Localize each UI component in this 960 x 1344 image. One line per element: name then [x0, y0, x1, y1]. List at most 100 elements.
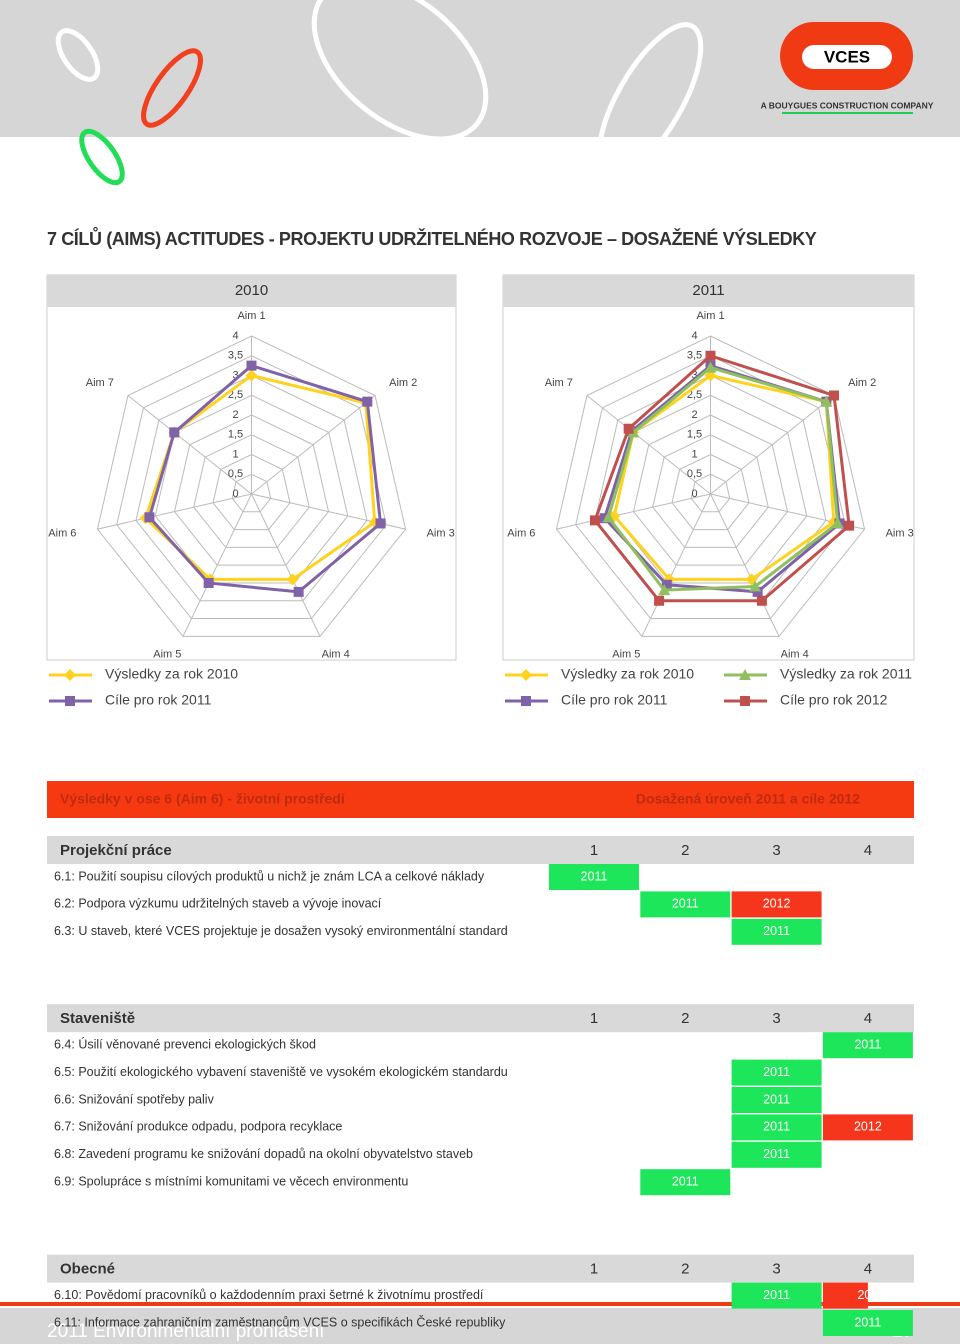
panel-header — [503, 275, 914, 307]
footer-title: 2011 Environmentální prohlášení — [47, 1321, 325, 1342]
marker — [752, 586, 763, 597]
level-cell — [731, 1059, 822, 1086]
r-tick-label: 1,5 — [228, 429, 243, 441]
cell-text: 2011 — [581, 869, 608, 883]
row-label: 6.2: Podpora výzkumu udržitelných staveb… — [54, 897, 382, 911]
group-header — [47, 1254, 914, 1283]
panel — [502, 274, 915, 661]
page-title: 7 CÍLŮ (AIMS) ACTITUDES - PROJEKTU UDRŽI… — [47, 227, 817, 249]
level-cell — [640, 891, 731, 918]
axis-label: Aim 4 — [781, 648, 809, 660]
marker — [245, 369, 258, 382]
r-tick-label: 3 — [232, 369, 238, 381]
cell-text: 2011 — [763, 1120, 790, 1134]
cell-text: 2011 — [763, 1288, 790, 1302]
level-label: 2 — [681, 1010, 689, 1027]
marker — [829, 390, 840, 401]
logo-text: VCES — [824, 47, 870, 66]
grid-polygon — [135, 374, 368, 602]
cell-text: 2011 — [672, 1174, 699, 1188]
r-tick-label: 2 — [232, 409, 238, 421]
legend-marker — [521, 696, 531, 706]
axis-label: Aim 7 — [86, 377, 114, 389]
cell-text: 2012 — [854, 1120, 882, 1134]
r-tick-label: 1 — [691, 448, 697, 460]
marker — [169, 427, 180, 438]
row-label: 6.3: U staveb, které VCES projektuje je … — [54, 924, 508, 938]
marker — [293, 586, 304, 597]
cell-text: 2011 — [854, 1315, 881, 1329]
cell-text: 2011 — [763, 924, 790, 938]
marker — [602, 511, 615, 523]
marker — [589, 515, 600, 526]
marker — [203, 577, 214, 588]
legend-marker — [65, 696, 75, 706]
axis-label: Aim 3 — [886, 528, 914, 540]
radial-axis — [251, 493, 321, 637]
r-tick-label: 1 — [232, 448, 238, 460]
level-cell — [731, 1141, 822, 1168]
marker — [362, 396, 373, 407]
axis-label: Aim 2 — [848, 377, 876, 389]
marker — [375, 518, 386, 529]
r-tick-label: 3,5 — [687, 350, 702, 362]
marker — [654, 595, 665, 606]
radial-axis — [641, 493, 711, 637]
axis-label: Aim 2 — [389, 377, 417, 389]
table-header — [47, 781, 914, 818]
marker — [658, 584, 671, 596]
row-label: 6.5: Použití ekologického vybavení stave… — [54, 1065, 508, 1079]
marker — [286, 573, 299, 586]
level-cell — [822, 1032, 913, 1059]
axis-label: Aim 5 — [612, 648, 640, 660]
row-label: 6.6: Snižování spotřeby paliv — [54, 1092, 215, 1106]
logo-pill — [802, 45, 892, 69]
grid-polygon — [555, 335, 866, 637]
group-header — [47, 836, 914, 864]
level-cell — [822, 1282, 868, 1309]
row-label: 6.7: Snižování produkce odpadu, podpora … — [54, 1120, 342, 1134]
marker — [144, 512, 155, 523]
radial-axis — [182, 493, 252, 637]
group-name: Projekční práce — [60, 842, 172, 859]
axis-label: Aim 1 — [237, 310, 265, 322]
cell-text: 2011 — [763, 1147, 790, 1161]
footer-band — [0, 1308, 960, 1344]
r-tick-label: 2,5 — [228, 389, 243, 401]
level-cell — [731, 918, 822, 945]
leaves — [55, 0, 704, 186]
level-label: 3 — [772, 1010, 780, 1027]
legend-label: Výsledky za rok 2010 — [561, 666, 694, 682]
row-label: 6.4: Úsilí věnované prevenci ekologickýc… — [54, 1036, 316, 1051]
r-tick-label: 3 — [691, 369, 697, 381]
marker — [661, 579, 672, 590]
level-cell — [549, 864, 639, 890]
radial-axis — [710, 493, 780, 637]
marker — [831, 517, 844, 529]
level-cell — [640, 1169, 731, 1196]
group-name: Staveniště — [60, 1010, 135, 1027]
marker — [599, 513, 610, 524]
row-label: 6.8: Zavedení programu ke snižování dopa… — [54, 1147, 473, 1161]
level-label: 3 — [772, 1261, 780, 1278]
axis-label: Aim 5 — [153, 648, 181, 660]
row-label: 6.1: Použití soupisu cílových produktů u… — [54, 869, 485, 883]
grid-polygon — [231, 473, 272, 513]
marker — [705, 350, 716, 361]
footer-rule — [0, 1302, 960, 1306]
cell-text: 2011 — [763, 1065, 790, 1079]
marker — [246, 360, 257, 371]
legend-label: Cíle pro rok 2011 — [105, 692, 212, 708]
level-cell — [731, 891, 822, 918]
group-name: Obecné — [60, 1261, 115, 1278]
grid-polygon — [671, 453, 750, 531]
axis-label: Aim 1 — [696, 310, 724, 322]
level-cell — [731, 1087, 822, 1113]
radial-axis — [127, 395, 252, 495]
grid-polygon — [632, 414, 789, 566]
grid-polygon — [212, 453, 291, 531]
chart-title: 2010 — [235, 282, 268, 299]
marker — [756, 595, 767, 606]
r-tick-label: 4 — [691, 330, 697, 342]
